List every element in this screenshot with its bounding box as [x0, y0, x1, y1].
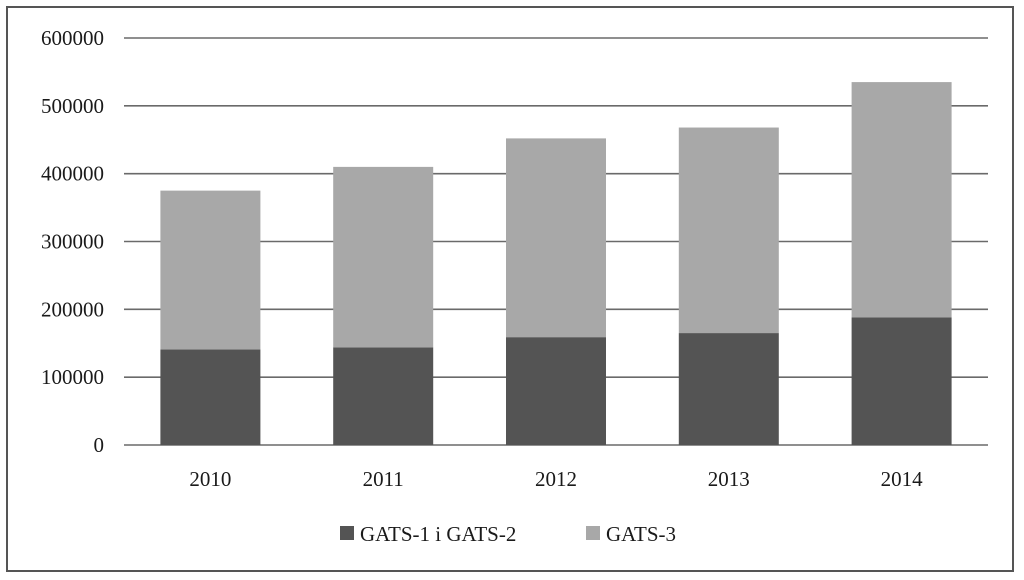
- x-tick-label: 2011: [363, 467, 404, 491]
- x-tick-label: 2014: [881, 467, 924, 491]
- y-axis-tick-labels: 0 100000 200000 300000 400000 500000 600000: [41, 26, 104, 457]
- legend-swatch: [586, 526, 600, 540]
- legend-label: GATS-1 i GATS-2: [360, 522, 516, 546]
- x-tick-label: 2012: [535, 467, 577, 491]
- bars: [160, 82, 952, 445]
- bar-gats-1-2-2013: [678, 333, 779, 445]
- bar-gats-1-2-2011: [333, 347, 434, 445]
- x-tick-label: 2010: [189, 467, 231, 491]
- x-tick-label: 2013: [708, 467, 750, 491]
- y-tick-label: 400000: [41, 162, 104, 186]
- x-axis-tick-labels: 2010 2011 2012 2013 2014: [189, 467, 923, 491]
- bar-gats-1-2-2010: [160, 349, 261, 445]
- bar-gats-1-2-2012: [506, 337, 606, 445]
- legend-swatch: [340, 526, 354, 540]
- bar-gats-1-2-2014: [851, 317, 952, 445]
- y-tick-label: 500000: [41, 94, 104, 118]
- bar-gats-3-2012: [506, 138, 606, 338]
- legend: GATS-1 i GATS-2 GATS-3: [340, 522, 676, 546]
- y-tick-label: 100000: [41, 365, 104, 389]
- y-tick-label: 200000: [41, 297, 104, 321]
- y-tick-label: 0: [94, 433, 105, 457]
- bar-gats-3-2014: [851, 82, 952, 318]
- bar-gats-3-2011: [333, 166, 434, 348]
- legend-label: GATS-3: [606, 522, 676, 546]
- bar-gats-3-2010: [160, 190, 261, 350]
- y-tick-label: 300000: [41, 230, 104, 254]
- bar-gats-3-2013: [678, 127, 779, 334]
- y-tick-label: 600000: [41, 26, 104, 50]
